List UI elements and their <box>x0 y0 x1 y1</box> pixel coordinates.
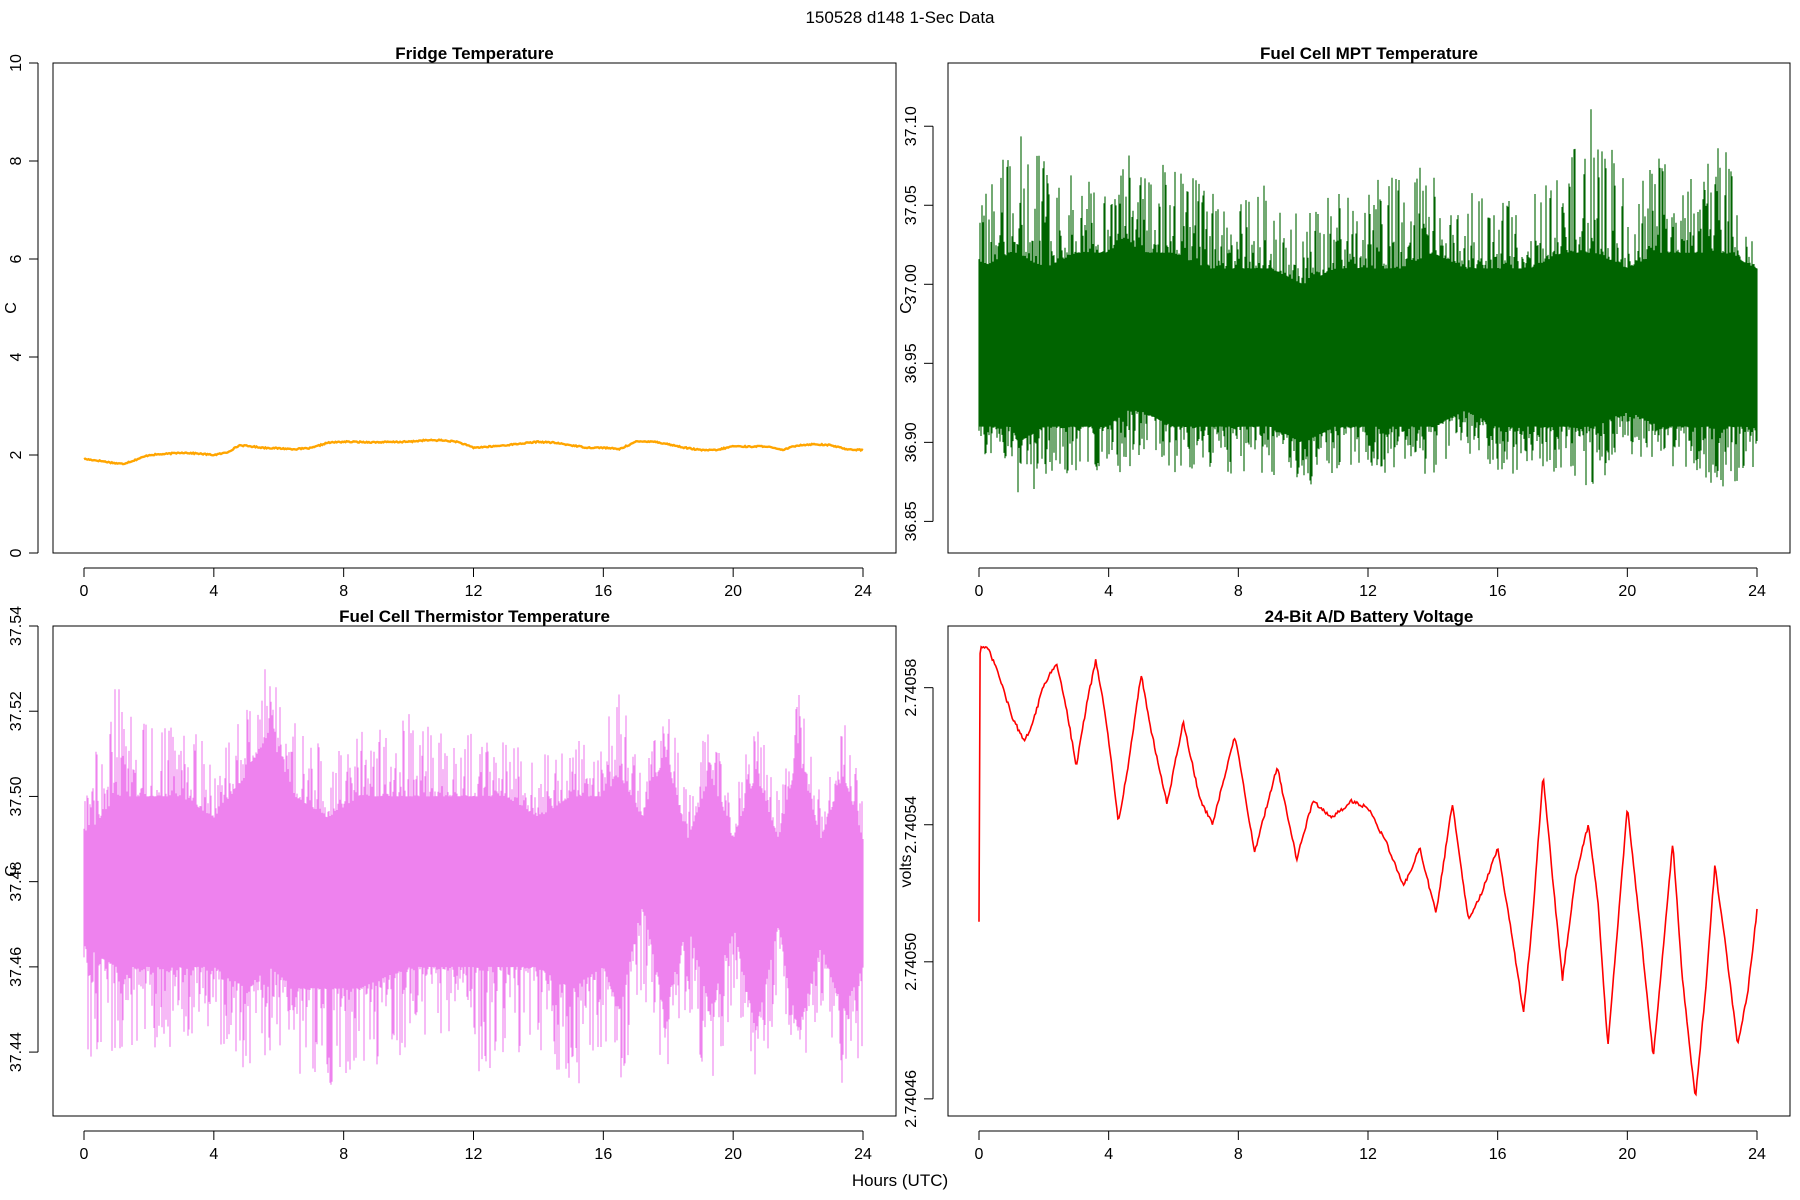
y-axis-label: C <box>3 865 20 877</box>
x-tick-label: 4 <box>209 583 218 600</box>
series-line <box>978 645 1758 1097</box>
x-tick-label: 8 <box>1234 583 1243 600</box>
plot-frame <box>52 625 897 1117</box>
x-tick-label: 8 <box>1234 1146 1243 1163</box>
y-tick-label: 2.74054 <box>903 796 920 854</box>
y-tick-label: 37.05 <box>903 185 920 225</box>
x-tick-label: 20 <box>724 1146 742 1163</box>
x-tick-label: 12 <box>1359 583 1377 600</box>
x-tick-label: 0 <box>80 1146 89 1163</box>
x-tick-label: 20 <box>1618 583 1636 600</box>
plot-frame <box>52 62 897 554</box>
x-tick-label: 24 <box>854 1146 872 1163</box>
series-spikes <box>978 109 1758 493</box>
x-tick-label: 20 <box>1618 1146 1636 1163</box>
plot-frame <box>947 62 1791 554</box>
x-tick-label: 12 <box>465 583 483 600</box>
x-tick-label: 12 <box>465 1146 483 1163</box>
chart-title: 24-Bit A/D Battery Voltage <box>1265 607 1474 626</box>
y-axis-label: volts <box>898 855 915 888</box>
panel-fuel-cell-thermistor-temperature: Fuel Cell Thermistor Temperature C 0 4 8 12 16… <box>3 606 897 1163</box>
y-tick-label: 37.10 <box>903 106 920 146</box>
series-24-bit-a-d-battery-voltage <box>978 645 1758 1097</box>
x-tick-label: 4 <box>209 1146 218 1163</box>
y-tick-label: 2.74050 <box>903 933 920 991</box>
plot-frame <box>947 625 1791 1117</box>
chart-title: Fuel Cell Thermistor Temperature <box>339 607 610 626</box>
chart-title: Fuel Cell MPT Temperature <box>1260 44 1478 63</box>
y-tick-label: 37.54 <box>8 606 25 646</box>
x-tick-label: 0 <box>80 583 89 600</box>
x-tick-label: 16 <box>594 583 612 600</box>
y-tick-label: 2.74058 <box>903 659 920 717</box>
series-spikes <box>83 669 864 1085</box>
x-tick-label: 24 <box>1748 583 1766 600</box>
panel-battery-voltage: 24-Bit A/D Battery Voltage volts 0 4 8 12 16 20… <box>898 607 1791 1163</box>
x-tick-label: 16 <box>594 1146 612 1163</box>
x-tick-label: 24 <box>1748 1146 1766 1163</box>
x-tick-label: 8 <box>339 1146 348 1163</box>
y-tick-label: 2.74046 <box>903 1070 920 1128</box>
y-tick-label: 36.90 <box>903 422 920 462</box>
x-tick-label: 24 <box>854 583 872 600</box>
y-tick-label: 10 <box>8 54 25 72</box>
y-axis-label: C <box>3 302 20 314</box>
y-tick-label: 36.85 <box>903 501 920 541</box>
chart-title: Fridge Temperature <box>395 44 553 63</box>
y-tick-label: 4 <box>8 352 25 361</box>
x-tick-label: 0 <box>975 1146 984 1163</box>
series-fuel-cell-mpt-temperature <box>978 109 1758 493</box>
y-tick-label: 37.52 <box>8 691 25 731</box>
x-tick-label: 4 <box>1104 583 1113 600</box>
y-tick-label: 37.00 <box>903 264 920 304</box>
figure-suptitle: 150528 d148 1-Sec Data <box>805 8 995 27</box>
y-tick-label: 6 <box>8 254 25 263</box>
x-tick-label: 8 <box>339 583 348 600</box>
y-tick-label: 37.48 <box>8 862 25 902</box>
series-line <box>83 438 864 466</box>
y-tick-label: 37.50 <box>8 776 25 816</box>
x-tick-label: 12 <box>1359 1146 1377 1163</box>
y-axis-label: C <box>898 302 915 314</box>
x-tick-label: 0 <box>975 583 984 600</box>
x-tick-label: 16 <box>1489 583 1507 600</box>
panel-fuel-cell-mpt-temperature: Fuel Cell MPT Temperature C 0 4 8 12 16 20 24 36.… <box>898 44 1791 600</box>
x-tick-label: 20 <box>724 583 742 600</box>
series-fridge-temperature <box>83 438 864 466</box>
y-tick-label: 8 <box>8 156 25 165</box>
y-tick-label: 37.46 <box>8 947 25 987</box>
series-fuel-cell-thermistor-temperature <box>83 669 864 1085</box>
x-tick-label: 4 <box>1104 1146 1113 1163</box>
x-tick-label: 16 <box>1489 1146 1507 1163</box>
y-tick-label: 37.44 <box>8 1032 25 1072</box>
figure-xlabel: Hours (UTC) <box>852 1171 948 1190</box>
y-tick-label: 2 <box>8 450 25 459</box>
y-tick-label: 0 <box>8 548 25 557</box>
y-tick-label: 36.95 <box>903 343 920 383</box>
